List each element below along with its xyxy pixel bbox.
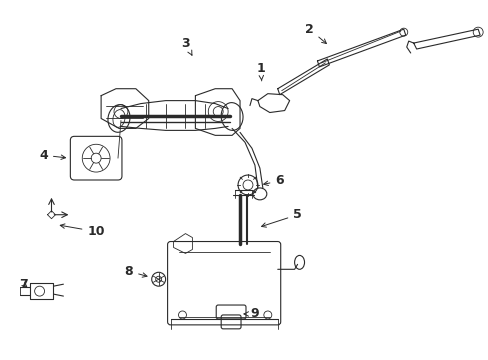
Text: 8: 8: [124, 265, 147, 278]
Text: 2: 2: [305, 23, 325, 44]
Text: 7: 7: [20, 278, 28, 291]
Text: 6: 6: [263, 175, 284, 188]
Text: 9: 9: [244, 307, 259, 320]
Text: 1: 1: [256, 62, 264, 81]
Text: 10: 10: [60, 224, 105, 238]
Text: 5: 5: [261, 208, 302, 227]
Text: 3: 3: [181, 37, 192, 55]
Text: 4: 4: [39, 149, 65, 162]
